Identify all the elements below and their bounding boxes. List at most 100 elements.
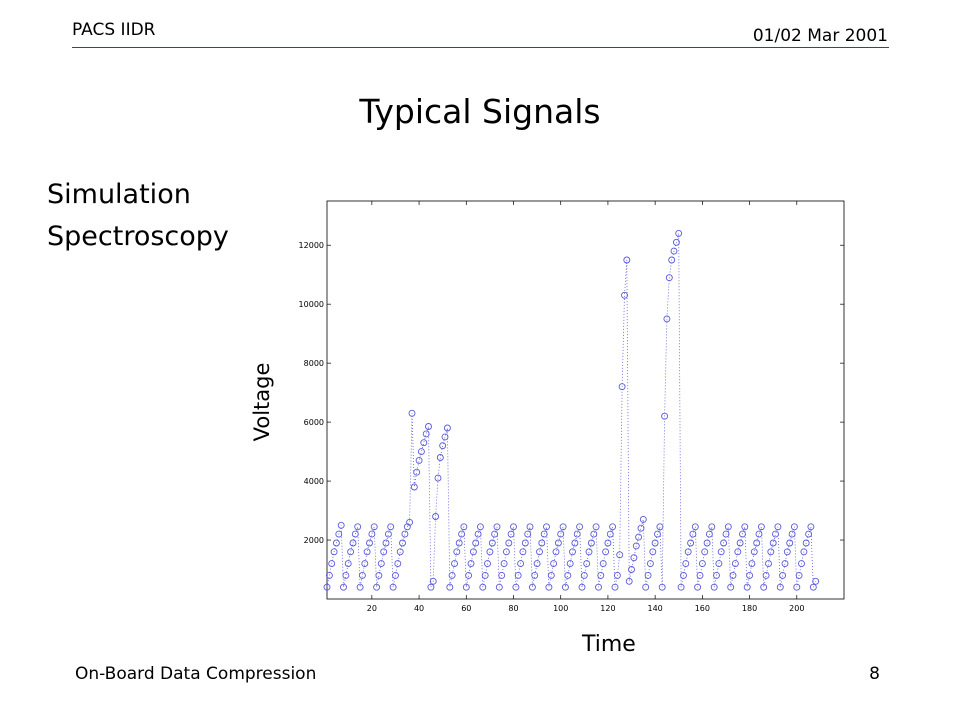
data-point: [696, 571, 704, 579]
data-point: [687, 539, 695, 547]
axis-ticks: 20 40 60 80 100 120 140 160 180 200 2000 4000 6000 80…: [299, 201, 844, 613]
data-point: [656, 523, 664, 531]
data-point: [606, 530, 614, 538]
data-point: [545, 583, 553, 591]
data-point: [354, 523, 362, 531]
data-point: [812, 577, 820, 585]
data-point: [540, 530, 548, 538]
page-number: 8: [869, 664, 880, 684]
data-point: [491, 530, 499, 538]
data-point: [736, 539, 744, 547]
x-tick-label: 180: [742, 604, 757, 613]
data-point: [382, 539, 390, 547]
x-tick-label: 140: [648, 604, 663, 613]
data-point: [765, 560, 772, 568]
data-point: [646, 560, 654, 568]
data-point: [675, 229, 683, 237]
data-point: [701, 548, 709, 556]
plot-frame: [326, 200, 845, 600]
data-point: [325, 571, 333, 579]
data-point: [363, 548, 371, 556]
data-point: [717, 548, 725, 556]
data-point: [795, 571, 803, 579]
data-point: [502, 548, 510, 556]
series-group: [323, 229, 820, 591]
data-point: [571, 539, 579, 547]
data-point: [715, 560, 723, 568]
data-point: [632, 542, 640, 550]
data-point: [722, 530, 730, 538]
data-point: [415, 456, 423, 464]
data-point: [592, 523, 600, 531]
data-point: [623, 256, 631, 264]
data-point: [705, 530, 713, 538]
data-point: [720, 539, 728, 547]
data-point: [727, 583, 735, 591]
data-point: [323, 583, 331, 591]
data-point: [422, 430, 430, 438]
data-point: [760, 583, 768, 591]
x-tick-label: 100: [553, 604, 568, 613]
data-point: [625, 577, 633, 585]
data-point: [349, 539, 357, 547]
data-point: [356, 583, 364, 591]
data-point: [389, 583, 397, 591]
data-point: [779, 571, 787, 579]
data-point: [488, 539, 496, 547]
data-point: [510, 523, 517, 531]
data-point: [467, 560, 475, 568]
data-point: [694, 583, 702, 591]
data-point: [670, 247, 678, 255]
data-point: [724, 523, 732, 531]
data-point: [616, 551, 624, 559]
data-point: [396, 548, 404, 556]
data-point: [417, 448, 425, 456]
data-point: [384, 530, 392, 538]
data-point: [465, 571, 473, 579]
data-point: [609, 523, 617, 531]
data-point: [750, 548, 758, 556]
data-point: [441, 433, 449, 441]
data-point: [602, 548, 610, 556]
data-point: [569, 548, 576, 556]
data-point: [649, 548, 657, 556]
data-point: [611, 583, 619, 591]
x-tick-label: 20: [367, 604, 377, 613]
data-point: [526, 523, 534, 531]
data-point: [708, 523, 716, 531]
data-point: [486, 548, 494, 556]
data-point: [432, 513, 440, 520]
x-tick-label: 40: [414, 604, 424, 613]
data-point: [460, 523, 468, 531]
x-tick-label: 60: [461, 604, 471, 613]
data-point: [361, 560, 369, 568]
data-point: [743, 583, 751, 591]
data-point: [347, 548, 355, 556]
data-point: [380, 548, 388, 556]
footer-text: On-Board Data Compression: [75, 664, 317, 684]
data-point: [342, 571, 350, 579]
data-point: [748, 560, 756, 568]
data-point: [434, 474, 442, 482]
data-point: [613, 571, 621, 579]
data-point: [507, 530, 515, 538]
data-point: [739, 530, 746, 538]
data-point: [762, 571, 770, 579]
data-point: [753, 539, 761, 547]
data-point: [406, 518, 414, 526]
data-point: [703, 539, 711, 547]
data-point: [684, 548, 692, 556]
y-tick-label: 6000: [304, 418, 324, 427]
data-point: [800, 548, 808, 556]
data-point: [713, 571, 720, 579]
data-point: [413, 468, 421, 476]
data-point: [658, 583, 666, 591]
data-point: [387, 523, 395, 531]
data-point: [524, 530, 532, 538]
data-point: [498, 571, 506, 579]
data-point: [682, 560, 690, 568]
data-point: [767, 548, 775, 556]
data-point: [788, 530, 796, 538]
data-point: [618, 383, 626, 391]
